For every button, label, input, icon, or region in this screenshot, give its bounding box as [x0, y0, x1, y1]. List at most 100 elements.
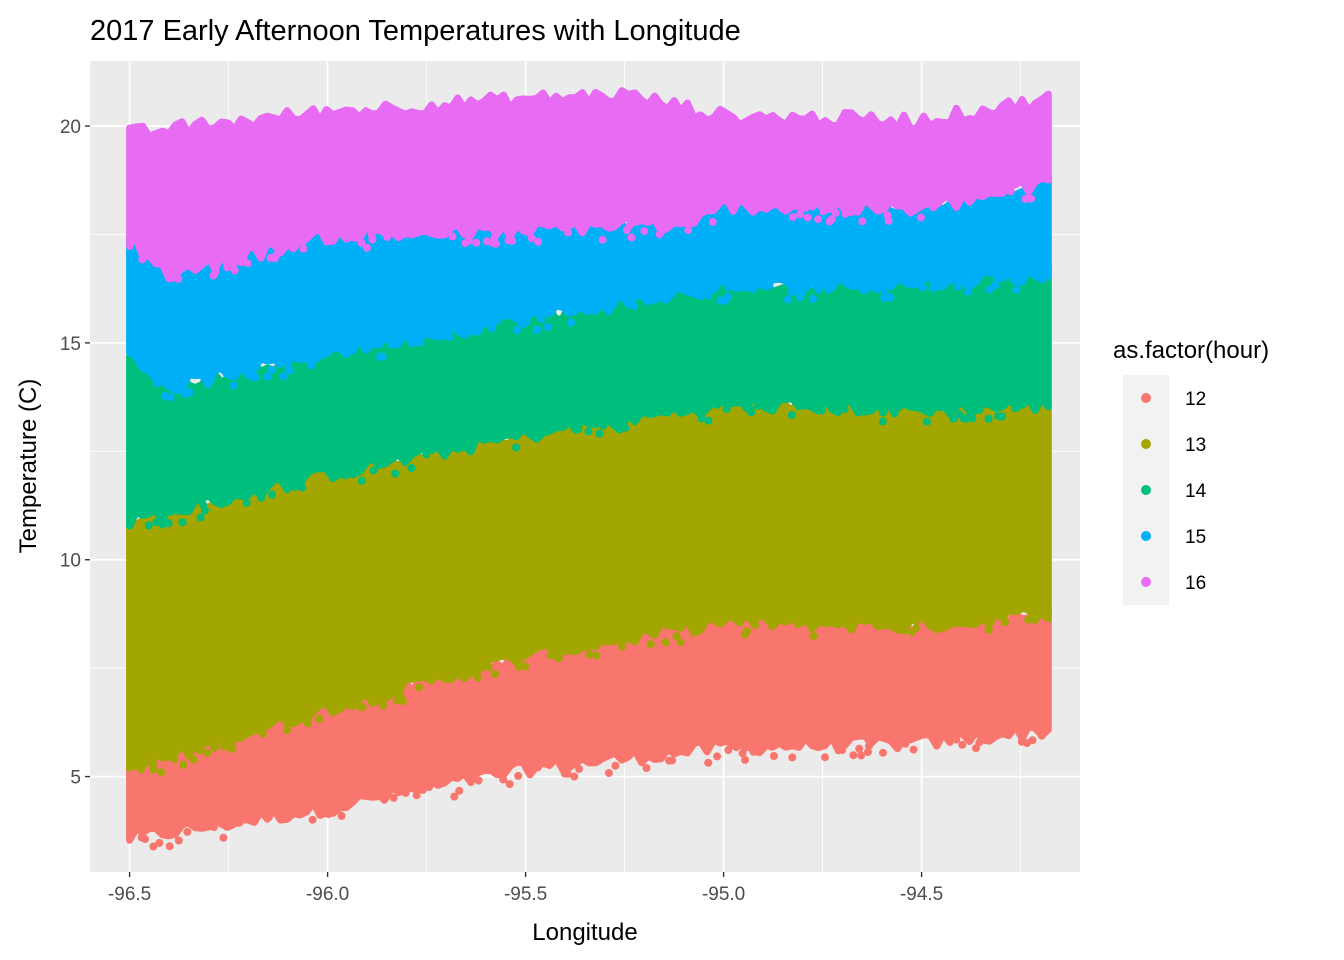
- chart-title: 2017 Early Afternoon Temperatures with L…: [90, 15, 741, 47]
- data-point: [179, 760, 188, 769]
- data-point: [646, 640, 655, 649]
- data-point: [484, 663, 493, 672]
- data-point: [491, 239, 500, 248]
- data-point: [244, 367, 253, 375]
- legend-key-12: [1141, 393, 1151, 403]
- data-point: [267, 365, 276, 374]
- data-point: [984, 625, 993, 634]
- data-point: [192, 743, 201, 752]
- data-point: [929, 203, 938, 212]
- data-point: [554, 654, 563, 663]
- data-point: [349, 470, 358, 479]
- data-point: [401, 788, 410, 797]
- data-point: [672, 632, 681, 641]
- data-point: [398, 697, 407, 705]
- data-point: [741, 630, 750, 639]
- data-point: [284, 365, 293, 374]
- data-point: [393, 339, 402, 348]
- data-point: [958, 740, 967, 749]
- data-point: [964, 287, 973, 296]
- data-point: [445, 333, 454, 341]
- data-point: [1021, 195, 1030, 203]
- data-point: [285, 478, 294, 487]
- data-point: [229, 263, 238, 272]
- data-point: [584, 427, 593, 436]
- data-point: [229, 381, 238, 390]
- data-point: [472, 238, 481, 247]
- legend-label-12: 12: [1185, 389, 1206, 410]
- data-point: [534, 237, 543, 246]
- data-point: [738, 283, 747, 292]
- data-point: [791, 741, 800, 750]
- data-point: [994, 411, 1003, 420]
- data-point: [1024, 615, 1033, 624]
- y-axis: 5 10 15 20: [60, 117, 90, 789]
- data-point: [491, 670, 499, 678]
- data-point: [380, 795, 389, 804]
- data-point: [684, 406, 693, 414]
- data-point: [376, 352, 385, 361]
- data-point: [592, 651, 601, 660]
- data-point: [284, 358, 293, 367]
- data-point: [731, 284, 740, 293]
- legend-label-16: 16: [1185, 573, 1206, 594]
- data-point: [296, 475, 305, 484]
- data-point: [499, 775, 508, 784]
- data-point: [155, 838, 164, 847]
- data-point: [857, 751, 866, 760]
- data-point: [482, 237, 491, 246]
- y-tick-label: 15: [60, 334, 81, 355]
- data-point: [817, 406, 826, 415]
- data-point: [954, 198, 963, 207]
- data-point: [722, 405, 731, 414]
- data-point: [721, 296, 730, 305]
- data-point: [363, 243, 371, 252]
- data-point: [473, 673, 482, 682]
- data-point: [157, 768, 166, 777]
- data-point: [296, 355, 305, 364]
- legend-label-13: 13: [1185, 435, 1206, 456]
- data-point: [796, 210, 804, 219]
- data-point: [900, 626, 909, 635]
- data-point: [975, 405, 984, 414]
- data-point: [152, 518, 161, 527]
- data-point: [821, 753, 829, 762]
- data-point: [257, 493, 266, 502]
- data-point: [504, 236, 513, 245]
- data-point: [315, 714, 324, 723]
- data-point: [505, 780, 514, 789]
- data-point: [196, 513, 205, 522]
- data-point: [533, 325, 542, 334]
- data-point: [856, 203, 865, 212]
- data-point: [704, 291, 713, 300]
- data-point: [425, 783, 434, 791]
- data-point: [883, 211, 892, 220]
- data-point: [138, 255, 147, 264]
- data-point: [426, 329, 435, 338]
- data-point: [177, 505, 186, 514]
- data-point: [968, 414, 977, 423]
- data-point: [879, 408, 888, 417]
- data-point: [307, 361, 315, 370]
- data-point: [599, 421, 608, 430]
- data-point: [450, 792, 459, 801]
- data-point: [808, 295, 817, 303]
- data-point: [936, 403, 945, 412]
- data-point: [368, 235, 377, 244]
- data-point: [704, 416, 713, 425]
- data-point: [704, 758, 713, 767]
- data-point: [514, 771, 523, 780]
- data-point: [838, 746, 847, 755]
- data-point: [141, 835, 149, 843]
- data-point: [243, 259, 252, 268]
- data-point: [210, 823, 218, 832]
- data-point: [1012, 285, 1021, 294]
- data-point: [668, 756, 677, 765]
- series-band-16: [126, 87, 1052, 283]
- data-point: [788, 753, 797, 762]
- y-tick-label: 20: [60, 117, 81, 138]
- data-point: [369, 466, 378, 475]
- data-point: [174, 836, 183, 845]
- data-point: [878, 417, 887, 426]
